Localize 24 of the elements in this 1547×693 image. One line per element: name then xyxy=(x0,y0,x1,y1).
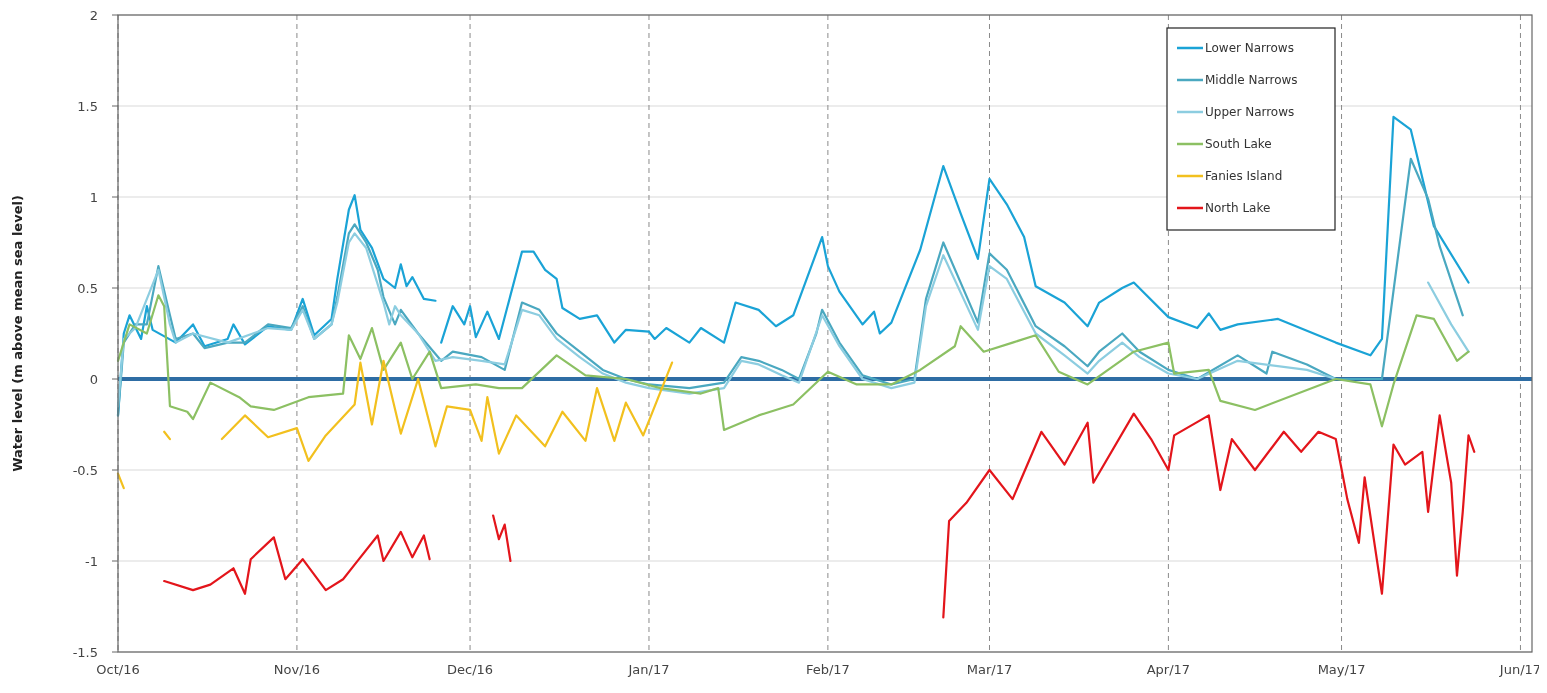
legend-label: North Lake xyxy=(1205,201,1271,215)
y-tick-label: 1.5 xyxy=(77,98,98,114)
legend-label: Lower Narrows xyxy=(1205,41,1294,55)
x-tick-label: May/17 xyxy=(1317,662,1366,677)
x-tick-label: Oct/16 xyxy=(96,662,140,677)
x-tick-label: Dec/16 xyxy=(447,662,494,677)
legend-label: South Lake xyxy=(1205,137,1272,151)
x-tick-label: Apr/17 xyxy=(1146,662,1191,677)
y-tick-label: 2 xyxy=(89,7,98,23)
y-axis-title: Water level (m above mean sea level) xyxy=(10,195,25,472)
x-tick-label: Nov/16 xyxy=(273,662,321,677)
line-series xyxy=(116,294,1470,432)
legend-label: Upper Narrows xyxy=(1205,105,1295,119)
legend-label: Fanies Island xyxy=(1205,169,1283,183)
y-tick-label: -1 xyxy=(85,553,98,569)
x-tick-label: Mar/17 xyxy=(966,662,1013,677)
y-tick-label: 1 xyxy=(89,189,98,205)
y-tick-label: -1.5 xyxy=(72,644,98,660)
x-tick-label: Feb/17 xyxy=(805,662,850,677)
y-tick-label: 0.5 xyxy=(77,280,98,296)
y-tick-label: 0 xyxy=(89,371,98,387)
x-tick-label: Jan/17 xyxy=(627,662,670,677)
legend-label: Middle Narrows xyxy=(1205,73,1298,87)
y-tick-label: -0.5 xyxy=(72,462,98,478)
